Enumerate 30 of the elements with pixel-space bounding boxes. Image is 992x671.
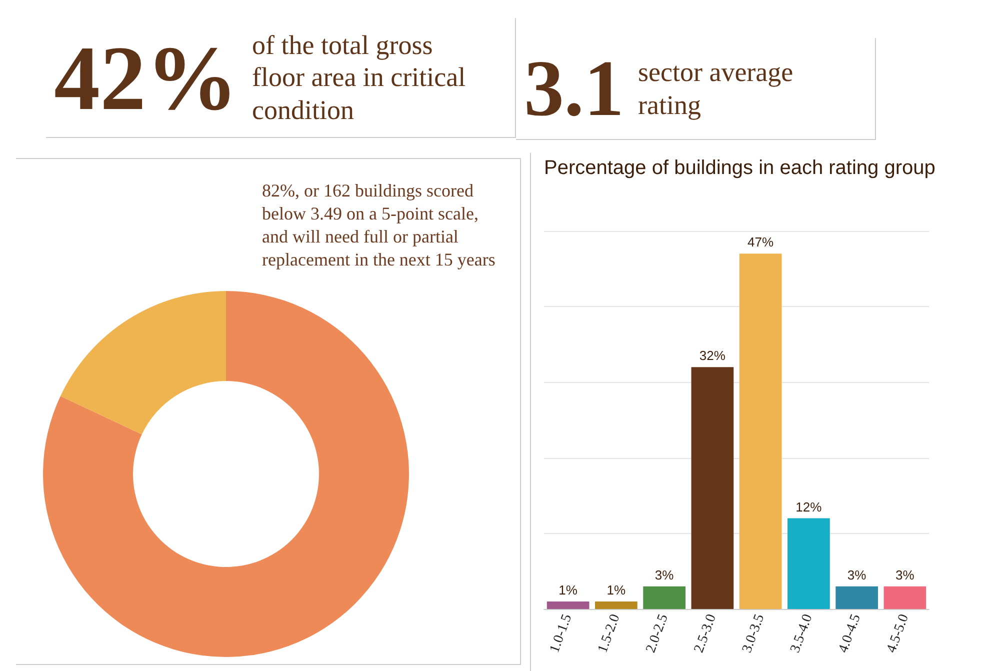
bar xyxy=(595,601,638,609)
x-tick-label: 2.0-2.5 xyxy=(644,612,672,655)
bar xyxy=(546,601,590,609)
data-label: 12% xyxy=(796,499,822,514)
data-label: 3% xyxy=(896,567,915,582)
text: 42% xyxy=(54,26,238,128)
text: 3.1 xyxy=(524,44,624,132)
data-label: 3% xyxy=(847,567,867,582)
data-label: 1% xyxy=(606,582,626,598)
bar xyxy=(691,367,734,609)
x-tick-label: 2.5-3.0 xyxy=(692,612,720,655)
x-tick-label: 4.0-4.5 xyxy=(836,612,864,655)
text: 82%, or 162 buildings scored below 3.49 on a 5-point scale, and will need full or partial replacement in the next 15 years xyxy=(262,180,496,270)
data-label: 3% xyxy=(654,567,674,582)
x-tick-label: 1.0-1.5 xyxy=(547,612,576,655)
x-tick-label: 4.5-5.0 xyxy=(884,612,912,655)
chart-title: Percentage of buildings in each rating group xyxy=(544,157,936,179)
x-tick-label: 1.5-2.0 xyxy=(596,612,624,655)
data-label: 1% xyxy=(558,582,578,598)
data-label: 32% xyxy=(699,348,726,364)
data-label: 47% xyxy=(748,234,774,250)
bar xyxy=(884,586,926,609)
text: sector average rating xyxy=(638,56,794,121)
bar xyxy=(836,586,878,609)
bar xyxy=(788,518,830,609)
x-tick-label: 3.0-3.5 xyxy=(740,612,768,655)
bar xyxy=(643,586,686,609)
text: of the total gross floor area in critical condition xyxy=(252,28,467,126)
x-tick-label: 3.5-4.0 xyxy=(788,612,816,655)
bar xyxy=(739,254,782,609)
